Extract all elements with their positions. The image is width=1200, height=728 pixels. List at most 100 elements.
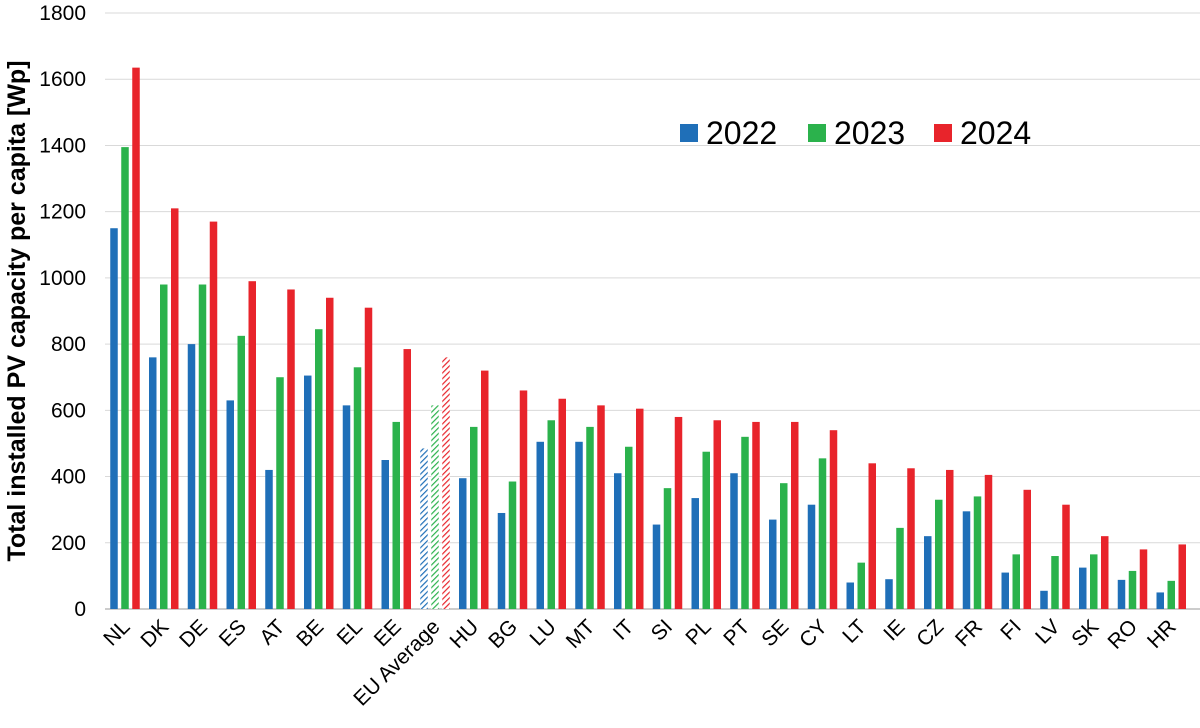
bar-lt-2022 [846, 582, 854, 609]
y-tick-label: 1400 [39, 134, 86, 157]
y-axis-ticks: 0 200 400 600 800 1000 1200 1400 1600 1800 [39, 2, 86, 621]
bar-dk-2024 [171, 208, 179, 609]
bar-fr-2022 [962, 511, 971, 609]
x-tick-label: FI [996, 615, 1025, 644]
x-tick-label: HR [1143, 615, 1181, 653]
x-tick-label: SI [647, 615, 677, 645]
y-tick-label: 0 [74, 598, 86, 621]
x-tick-label: RO [1103, 615, 1142, 654]
bar-pt-2023 [741, 436, 749, 609]
bar-ro-2023 [1128, 570, 1137, 609]
bar-cz-2023 [935, 499, 943, 609]
bar-at-2024 [287, 289, 295, 609]
bar-se-2024 [791, 421, 799, 609]
legend-swatch-2022 [680, 124, 698, 142]
bar-eu-average-2022 [420, 448, 428, 609]
bar-lv-2023 [1051, 556, 1059, 609]
x-tick-label: BE [292, 615, 328, 651]
bar-de-2022 [187, 344, 196, 609]
y-tick-label: 1800 [39, 2, 86, 25]
x-tick-label: SE [757, 615, 793, 651]
bar-de-2023 [198, 284, 207, 609]
bar-bg-2022 [497, 512, 506, 609]
x-tick-label: AT [255, 615, 289, 649]
bar-fi-2024 [1023, 489, 1031, 609]
bar-ro-2024 [1139, 549, 1148, 609]
bar-nl-2022 [110, 228, 118, 609]
bar-se-2022 [769, 519, 777, 609]
bar-el-2022 [342, 405, 351, 609]
legend-swatch-2023 [808, 124, 826, 142]
bar-be-2023 [315, 329, 323, 609]
bar-ie-2023 [896, 527, 904, 609]
bar-dk-2023 [160, 284, 168, 609]
bar-hr-2024 [1178, 544, 1186, 609]
bar-ee-2024 [403, 349, 411, 609]
bar-lu-2023 [547, 420, 555, 609]
bar-mt-2022 [575, 441, 583, 609]
bar-lt-2023 [857, 562, 865, 609]
bar-mt-2023 [586, 426, 594, 609]
bar-ie-2024 [907, 468, 915, 609]
bar-pl-2024 [713, 420, 721, 609]
bar-es-2023 [237, 335, 245, 609]
x-tick-label: IE [879, 615, 909, 645]
bar-nl-2023 [121, 147, 129, 609]
bar-si-2022 [652, 524, 661, 609]
bar-pl-2023 [702, 451, 710, 609]
x-tick-label: NL [99, 615, 134, 650]
bar-sk-2024 [1101, 536, 1109, 609]
bar-mt-2024 [597, 405, 605, 609]
bar-it-2024 [636, 408, 644, 609]
bar-ee-2023 [392, 421, 400, 609]
legend: 2022 2023 2024 [680, 115, 1031, 151]
x-tick-label: PT [719, 615, 754, 650]
y-axis-label: Total installed PV capacity per capita [… [3, 60, 31, 561]
bar-pt-2022 [730, 473, 738, 609]
bar-bg-2024 [519, 390, 528, 609]
bar-hr-2022 [1156, 592, 1164, 609]
bar-fr-2023 [973, 496, 982, 609]
bar-ie-2022 [885, 579, 893, 609]
legend-label-2024: 2024 [960, 115, 1031, 151]
x-tick-label: BG [484, 615, 522, 653]
bar-hu-2023 [470, 426, 478, 609]
bars [110, 67, 1186, 610]
x-tick-label: MT [562, 615, 600, 653]
bar-de-2024 [209, 221, 218, 609]
bar-pl-2022 [691, 498, 699, 609]
y-tick-label: 1000 [39, 267, 86, 290]
x-tick-label: LT [838, 615, 871, 648]
bar-cy-2023 [818, 458, 827, 609]
bar-at-2023 [276, 377, 284, 609]
legend-swatch-2024 [934, 124, 952, 142]
bar-cy-2024 [829, 430, 838, 609]
bar-el-2023 [353, 367, 362, 609]
bar-es-2024 [248, 281, 256, 609]
x-tick-label: LV [1031, 615, 1064, 648]
x-tick-label: DE [175, 615, 212, 652]
x-tick-label: SK [1067, 615, 1103, 651]
bar-se-2023 [780, 483, 788, 609]
bar-dk-2022 [149, 357, 157, 609]
bar-eu-average-2024 [442, 357, 450, 609]
bar-it-2022 [614, 473, 622, 609]
bar-it-2023 [625, 446, 633, 609]
bar-cy-2022 [807, 504, 816, 609]
bar-el-2024 [364, 307, 373, 609]
bar-lv-2024 [1062, 504, 1070, 609]
legend-label-2022: 2022 [706, 115, 777, 151]
y-tick-label: 400 [51, 466, 86, 489]
bar-be-2024 [326, 297, 334, 609]
y-tick-label: 1200 [39, 201, 86, 224]
bar-cz-2022 [924, 536, 932, 609]
bar-hu-2024 [481, 370, 489, 609]
bar-fi-2022 [1001, 572, 1009, 609]
bar-cz-2024 [946, 469, 954, 609]
x-tick-label: PL [681, 615, 715, 649]
bar-lu-2024 [558, 398, 566, 609]
bar-lu-2022 [536, 441, 544, 609]
x-tick-label: LU [526, 615, 561, 650]
y-tick-label: 1600 [39, 68, 86, 91]
